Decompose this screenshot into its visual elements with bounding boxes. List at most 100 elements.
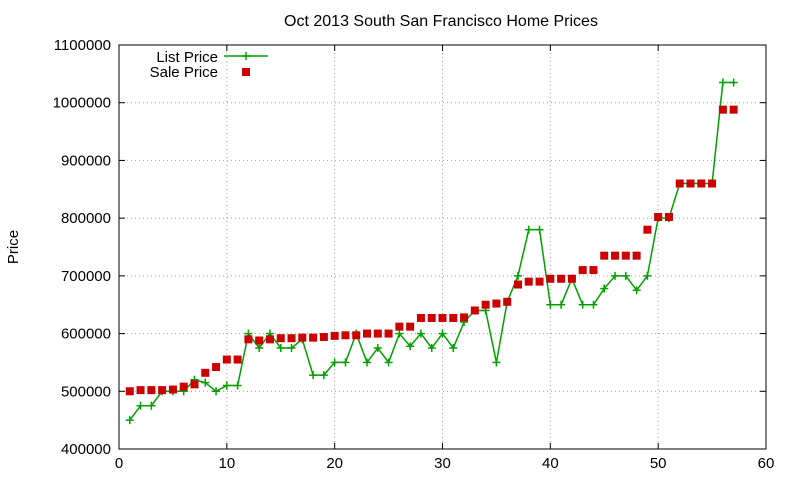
sale-price-point xyxy=(330,331,339,340)
list-price-point xyxy=(222,381,231,390)
sale-price-point xyxy=(384,329,393,338)
sale-price-point xyxy=(503,297,512,306)
sale-price-point xyxy=(686,179,695,188)
legend-marker xyxy=(242,52,250,60)
sale-price-point xyxy=(546,274,555,283)
sale-price-point xyxy=(535,277,544,286)
legend: List Price Sale Price xyxy=(150,49,268,81)
y-tick-label: 1100000 xyxy=(54,37,111,54)
y-tick-label: 900000 xyxy=(61,152,111,169)
sale-price-point xyxy=(708,179,717,188)
legend-marker xyxy=(242,68,250,76)
list-price-point xyxy=(309,371,318,380)
legend-label-list-price: List Price xyxy=(156,49,218,66)
legend-sample-list-price xyxy=(224,52,268,60)
y-axis-label: Price xyxy=(5,230,22,264)
sale-price-point xyxy=(470,306,479,315)
sale-price-point xyxy=(621,251,630,260)
list-price-point xyxy=(643,271,652,280)
list-price-point xyxy=(384,358,393,367)
y-tick-label: 400000 xyxy=(61,441,111,458)
x-tick-label: 40 xyxy=(542,455,559,472)
sale-price-point xyxy=(298,333,307,342)
sale-price-point xyxy=(406,322,415,331)
list-price-point xyxy=(492,358,501,367)
sale-price-point xyxy=(718,105,727,114)
y-tick-label: 1000000 xyxy=(53,95,111,112)
sale-price-point xyxy=(265,335,274,344)
sale-price-point xyxy=(416,313,425,322)
list-price-point xyxy=(427,344,436,352)
sale-price-point xyxy=(654,212,663,221)
sale-price-point xyxy=(729,105,738,114)
list-price-point xyxy=(729,78,738,87)
plot-frame xyxy=(118,44,767,450)
sale-price-point xyxy=(309,333,318,342)
sale-price-point xyxy=(201,368,210,377)
list-price-point xyxy=(718,78,727,87)
chart-title: Oct 2013 South San Francisco Home Prices xyxy=(284,13,598,30)
sale-price-point xyxy=(168,385,177,394)
y-tick-label: 800000 xyxy=(61,210,111,227)
list-price-point xyxy=(363,358,372,367)
sale-price-point xyxy=(244,335,253,344)
list-price-point xyxy=(212,387,221,396)
list-price-point xyxy=(438,329,447,338)
list-price-point xyxy=(233,381,242,390)
sale-price-point xyxy=(233,355,242,364)
sale-price-point xyxy=(373,329,382,338)
sale-price-point xyxy=(179,382,188,391)
sale-price-point xyxy=(190,380,199,389)
list-price-point xyxy=(136,401,145,410)
sale-price-point xyxy=(395,322,404,331)
legend-label-sale-price: Sale Price xyxy=(150,64,218,81)
sale-price-point xyxy=(147,386,156,395)
list-price-point xyxy=(632,286,641,295)
list-price-point xyxy=(513,271,522,280)
sale-price-point xyxy=(524,277,533,286)
list-price-point xyxy=(255,344,264,352)
sale-price-point xyxy=(675,179,684,188)
sale-price-point xyxy=(125,387,134,396)
list-price-line xyxy=(129,81,734,421)
sale-price-point xyxy=(449,313,458,322)
list-price-point xyxy=(416,329,425,338)
series xyxy=(125,78,738,425)
sale-price-point xyxy=(276,334,285,343)
sale-price-point xyxy=(513,280,522,289)
sale-price-point xyxy=(363,329,372,338)
list-price-point xyxy=(125,416,134,425)
x-tick-label: 0 xyxy=(115,455,123,472)
list-price-point xyxy=(147,401,156,410)
list-price-point xyxy=(406,342,415,351)
y-tick-label: 600000 xyxy=(61,326,111,343)
sale-price-point xyxy=(287,334,296,343)
list-price-point xyxy=(621,271,630,280)
list-price-point xyxy=(589,300,598,309)
y-tick-label: 500000 xyxy=(61,383,111,400)
list-price-point xyxy=(341,358,350,367)
sale-price-point xyxy=(632,251,641,260)
list-price-point xyxy=(578,300,587,309)
sale-price-point xyxy=(438,313,447,322)
list-price-point xyxy=(535,225,544,234)
list-price-point xyxy=(373,344,382,352)
sale-price-point xyxy=(341,331,350,340)
sale-price-point xyxy=(611,251,620,260)
x-tick-label: 60 xyxy=(758,455,775,472)
sale-price-point xyxy=(319,333,328,342)
list-price-point xyxy=(557,300,566,309)
sale-price-point xyxy=(492,299,501,308)
sale-price-point xyxy=(481,300,490,309)
sale-price-point xyxy=(600,251,609,260)
sale-price-point xyxy=(557,274,566,283)
list-price-point xyxy=(287,344,296,352)
list-price-point xyxy=(319,371,328,380)
list-price-point xyxy=(276,344,285,352)
sale-price-point xyxy=(460,313,469,322)
y-tick-label: 700000 xyxy=(61,268,111,285)
sale-price-point xyxy=(352,331,361,340)
sale-price-point xyxy=(427,313,436,322)
x-tick-label: 30 xyxy=(434,455,451,472)
